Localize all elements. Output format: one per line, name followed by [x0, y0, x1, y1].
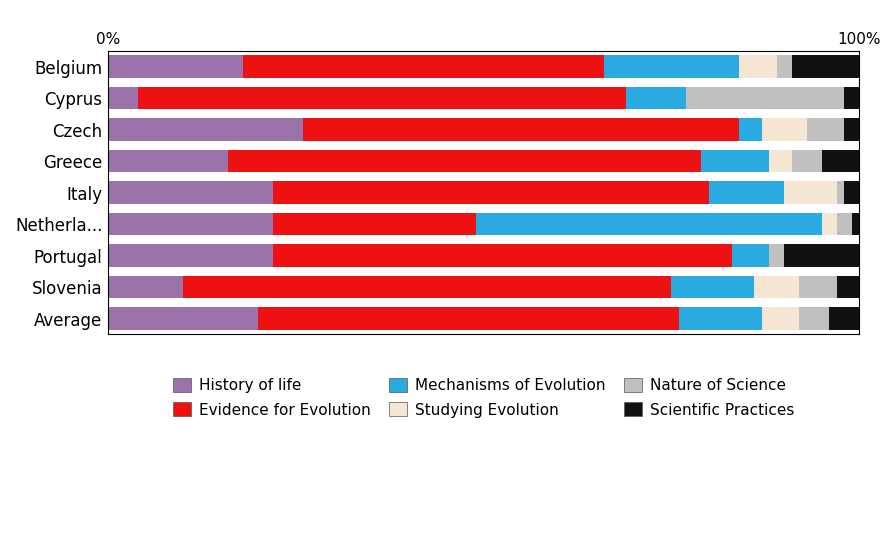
Bar: [604, 55, 739, 78]
Bar: [852, 213, 859, 236]
Bar: [108, 150, 228, 173]
Bar: [243, 55, 604, 78]
Bar: [799, 276, 837, 299]
Bar: [844, 182, 859, 204]
Bar: [273, 245, 731, 267]
Bar: [762, 307, 799, 330]
Bar: [739, 118, 762, 141]
Bar: [108, 307, 258, 330]
Bar: [762, 118, 806, 141]
Bar: [822, 213, 837, 236]
Bar: [273, 182, 709, 204]
Bar: [476, 213, 822, 236]
Bar: [792, 150, 822, 173]
Bar: [784, 182, 837, 204]
Bar: [108, 55, 243, 78]
Bar: [784, 245, 859, 267]
Bar: [626, 87, 686, 110]
Bar: [731, 245, 769, 267]
Bar: [228, 150, 702, 173]
Bar: [769, 245, 784, 267]
Bar: [108, 182, 273, 204]
Bar: [806, 118, 844, 141]
Bar: [702, 150, 769, 173]
Bar: [679, 307, 762, 330]
Bar: [108, 213, 273, 236]
Bar: [739, 55, 777, 78]
Bar: [792, 55, 859, 78]
Bar: [108, 87, 138, 110]
Bar: [837, 276, 859, 299]
Bar: [258, 307, 679, 330]
Bar: [108, 245, 273, 267]
Legend: History of life, Evidence for Evolution, Mechanisms of Evolution, Studying Evolu: History of life, Evidence for Evolution,…: [173, 378, 794, 418]
Bar: [844, 87, 859, 110]
Bar: [303, 118, 739, 141]
Bar: [108, 276, 183, 299]
Bar: [844, 118, 874, 141]
Bar: [822, 150, 859, 173]
Bar: [837, 213, 852, 236]
Bar: [671, 276, 754, 299]
Bar: [837, 182, 844, 204]
Bar: [138, 87, 626, 110]
Bar: [686, 87, 844, 110]
Bar: [769, 150, 792, 173]
Bar: [183, 276, 671, 299]
Bar: [829, 307, 859, 330]
Bar: [709, 182, 784, 204]
Bar: [754, 276, 799, 299]
Bar: [273, 213, 476, 236]
Bar: [777, 55, 792, 78]
Bar: [799, 307, 829, 330]
Bar: [108, 118, 303, 141]
